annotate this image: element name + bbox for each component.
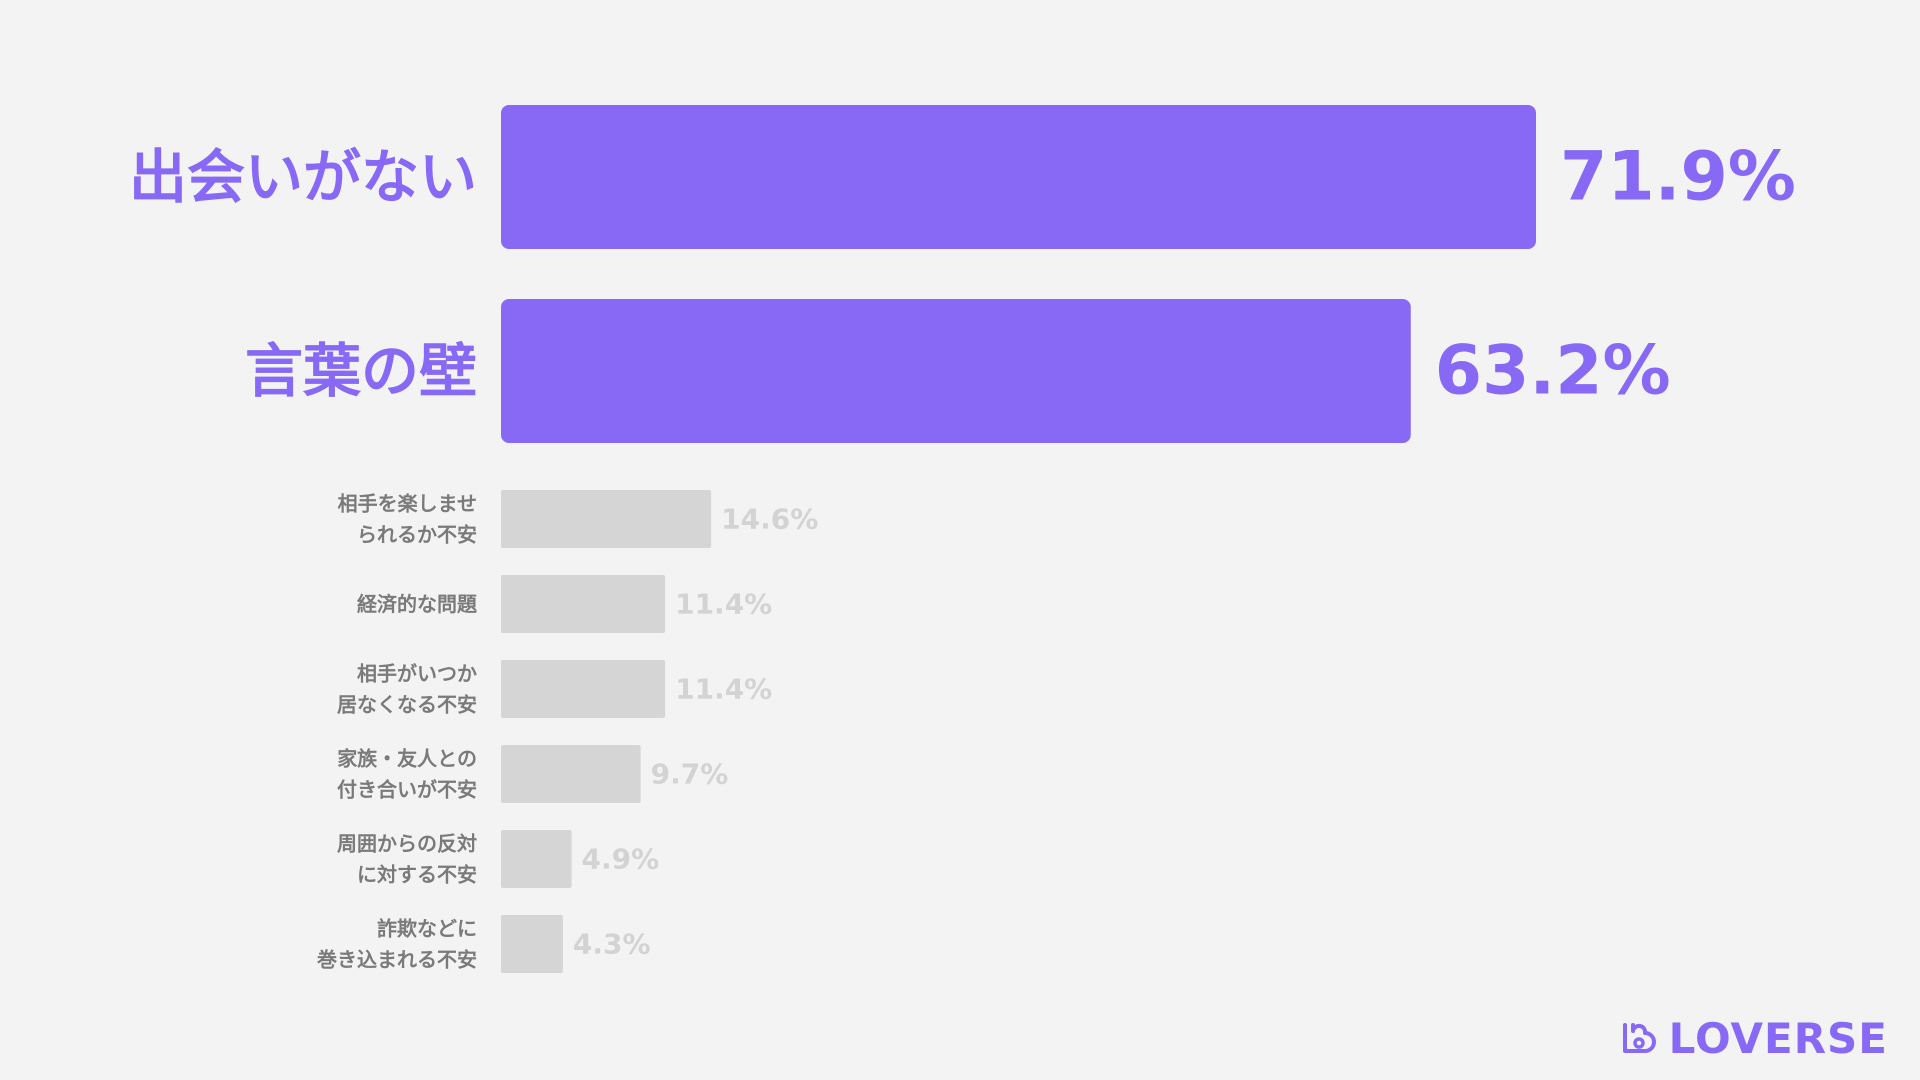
bar-1 (501, 299, 1411, 443)
category-label-line: 付き合いが不安 (337, 778, 477, 802)
category-label-line: 言葉の壁 (245, 337, 477, 405)
value-label-1: 63.2% (1435, 332, 1671, 411)
loverse-logo-icon (1622, 1023, 1656, 1053)
bar-3 (501, 575, 666, 633)
category-label-3: 経済的な問題 (357, 592, 478, 616)
bar-2 (501, 490, 712, 548)
category-label-line: 経済的な問題 (357, 592, 478, 616)
value-label-5: 9.7% (651, 758, 729, 791)
bar-5 (501, 745, 641, 803)
value-label-6: 4.9% (582, 843, 660, 876)
category-label-6: 周囲からの反対に対する不安 (337, 832, 477, 887)
category-label-2: 相手を楽しませられるか不安 (338, 492, 477, 547)
category-label-1: 言葉の壁 (245, 337, 477, 405)
category-label-line: 居なくなる不安 (337, 693, 477, 717)
value-label-7: 4.3% (573, 928, 651, 961)
bar-0 (501, 105, 1536, 249)
value-label-0: 71.9% (1560, 138, 1796, 217)
category-label-line: 相手がいつか (357, 662, 477, 686)
bar-6 (501, 830, 572, 888)
category-label-0: 出会いがない (129, 143, 477, 211)
category-label-line: 詐欺などに (377, 917, 477, 941)
brand-logo: LOVERSE (1619, 1018, 1888, 1060)
category-label-line: 家族・友人との (337, 747, 477, 771)
value-label-4: 11.4% (675, 673, 772, 706)
category-label-4: 相手がいつか居なくなる不安 (337, 662, 477, 717)
category-label-line: られるか不安 (357, 523, 477, 547)
brand-name: LOVERSE (1668, 1014, 1888, 1063)
category-label-5: 家族・友人との付き合いが不安 (337, 747, 477, 802)
category-label-line: 出会いがない (129, 143, 477, 211)
category-label-7: 詐欺などに巻き込まれる不安 (316, 917, 477, 972)
bar-7 (501, 915, 563, 973)
value-label-2: 14.6% (721, 503, 818, 536)
category-label-line: に対する不安 (357, 863, 477, 887)
bar-4 (501, 660, 666, 718)
category-label-line: 相手を楽しませ (338, 492, 477, 516)
category-label-line: 巻き込まれる不安 (316, 948, 477, 972)
value-label-3: 11.4% (675, 588, 772, 621)
category-label-line: 周囲からの反対 (337, 832, 477, 856)
